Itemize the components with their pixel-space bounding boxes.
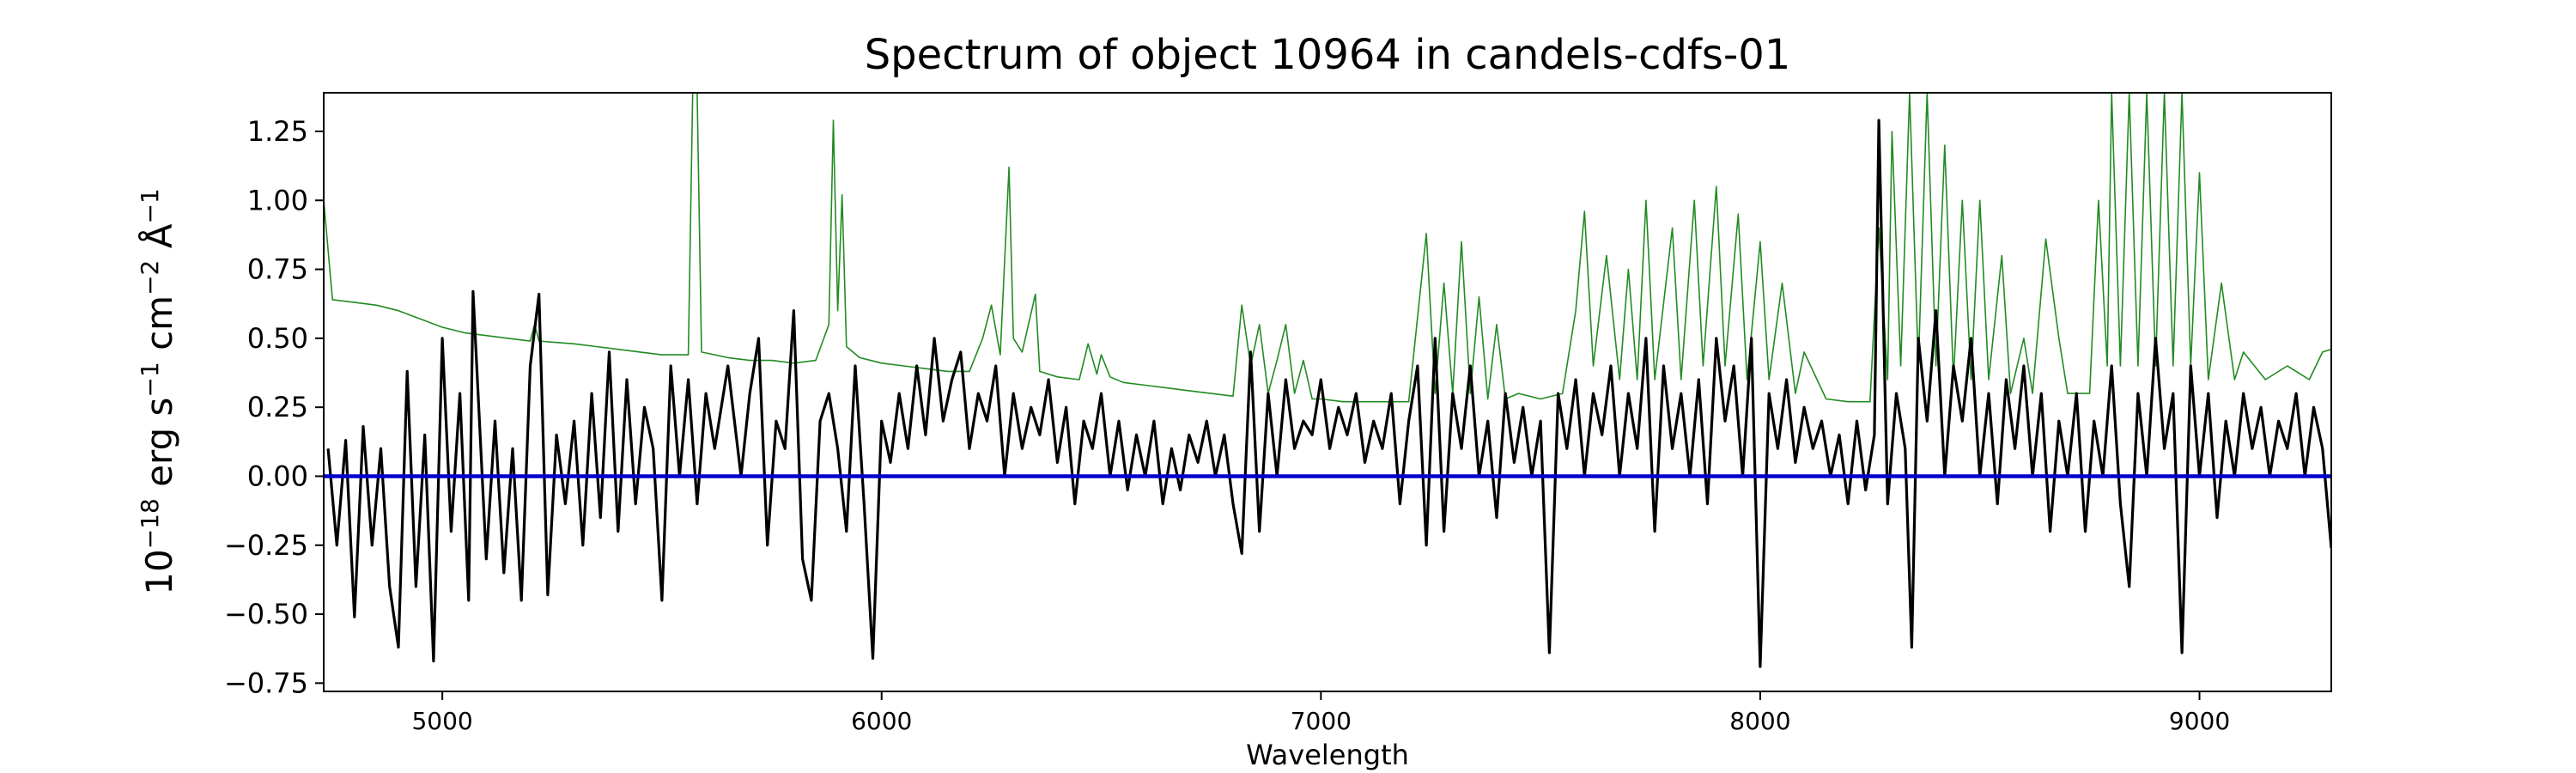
x-tick-label: 5000 [411, 707, 472, 735]
y-tick-label: 1.25 [247, 115, 308, 148]
y-tick-label: 0.50 [247, 322, 308, 355]
y-tick-label: 1.00 [247, 184, 308, 216]
plot-frame [323, 92, 2332, 692]
series-line-flux [326, 119, 2331, 668]
x-tick-label: 8000 [1729, 707, 1790, 735]
series-line-noise [324, 93, 2331, 403]
y-tick-label: 0.75 [247, 253, 308, 286]
x-tick-label: 6000 [851, 707, 912, 735]
y-axis-label: 10−18 erg s−1 cm−2 Å−1 [136, 188, 181, 594]
y-tick-label: −0.25 [224, 529, 308, 562]
y-axis: −0.75 −0.50 −0.25 0.00 0.25 0.50 0.75 1.00 1.25 [224, 115, 324, 699]
chart-title: Spectrum of object 10964 in candels-cdfs… [865, 31, 1791, 79]
y-tick-label: 0.25 [247, 391, 308, 423]
plot-area [324, 93, 2331, 668]
x-axis-label: Wavelength [1246, 739, 1409, 771]
y-tick-label: 0.00 [247, 460, 308, 492]
y-tick-label: −0.50 [224, 598, 308, 630]
x-tick-label: 9000 [2169, 707, 2230, 735]
x-axis: 5000 6000 7000 8000 9000 [411, 691, 2230, 735]
x-tick-label: 7000 [1291, 707, 1352, 735]
y-tick-label: −0.75 [224, 666, 308, 699]
